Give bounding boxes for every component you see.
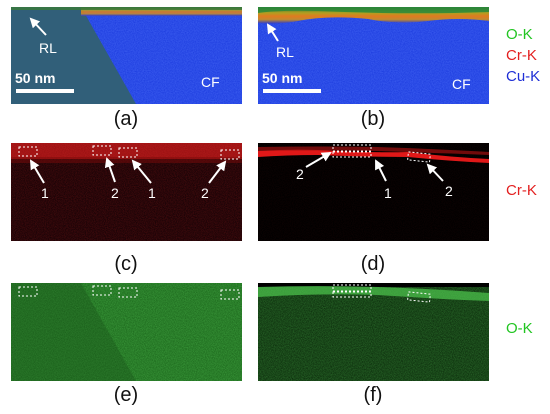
legend-cr-k: Cr-K: [506, 47, 537, 64]
marker-d-2a: 2: [296, 166, 304, 182]
marker-c-2b: 2: [201, 185, 209, 201]
rl-arrow-a: [29, 17, 47, 36]
legend-o-k-row3: O-K: [506, 320, 533, 337]
caption-c: (c): [114, 253, 138, 275]
panel-b-image: RL CF 50 nm: [258, 7, 489, 104]
label-cf-b: CF: [452, 76, 471, 92]
scalebar-label-b: 50 nm: [262, 70, 302, 86]
marker-c-2a: 2: [111, 185, 119, 201]
label-rl-b: RL: [276, 44, 294, 60]
caption-b: (b): [360, 108, 386, 130]
caption-a: (a): [113, 108, 139, 130]
caption-f: (f): [363, 384, 383, 406]
marker-d-2b: 2: [445, 183, 453, 199]
legend-cr-k-row2: Cr-K: [506, 182, 537, 199]
scalebar-label-a: 50 nm: [15, 70, 55, 86]
panel-a-image: RL CF 50 nm: [11, 7, 242, 104]
label-rl-a: RL: [39, 40, 57, 56]
marker-d-1: 1: [384, 185, 392, 201]
caption-e: (e): [113, 384, 139, 406]
panel-d-image: 2 1 2: [258, 143, 489, 241]
scalebar-a: [16, 89, 74, 93]
panel-c-image: 1 2 1 2: [11, 143, 242, 241]
panel-e-image: [11, 283, 242, 381]
marker-c-1a: 1: [41, 185, 49, 201]
rl-arrow-b: [266, 23, 279, 42]
scalebar-b: [263, 89, 321, 93]
legend-elements: O-K Cr-K Cu-K: [506, 24, 540, 87]
marker-c-1b: 1: [148, 185, 156, 201]
legend-cu-k: Cu-K: [506, 68, 541, 85]
label-cf-a: CF: [201, 74, 220, 90]
panel-f-image: [258, 283, 489, 381]
caption-d: (d): [360, 253, 386, 275]
legend-o-k: O-K: [506, 26, 533, 43]
